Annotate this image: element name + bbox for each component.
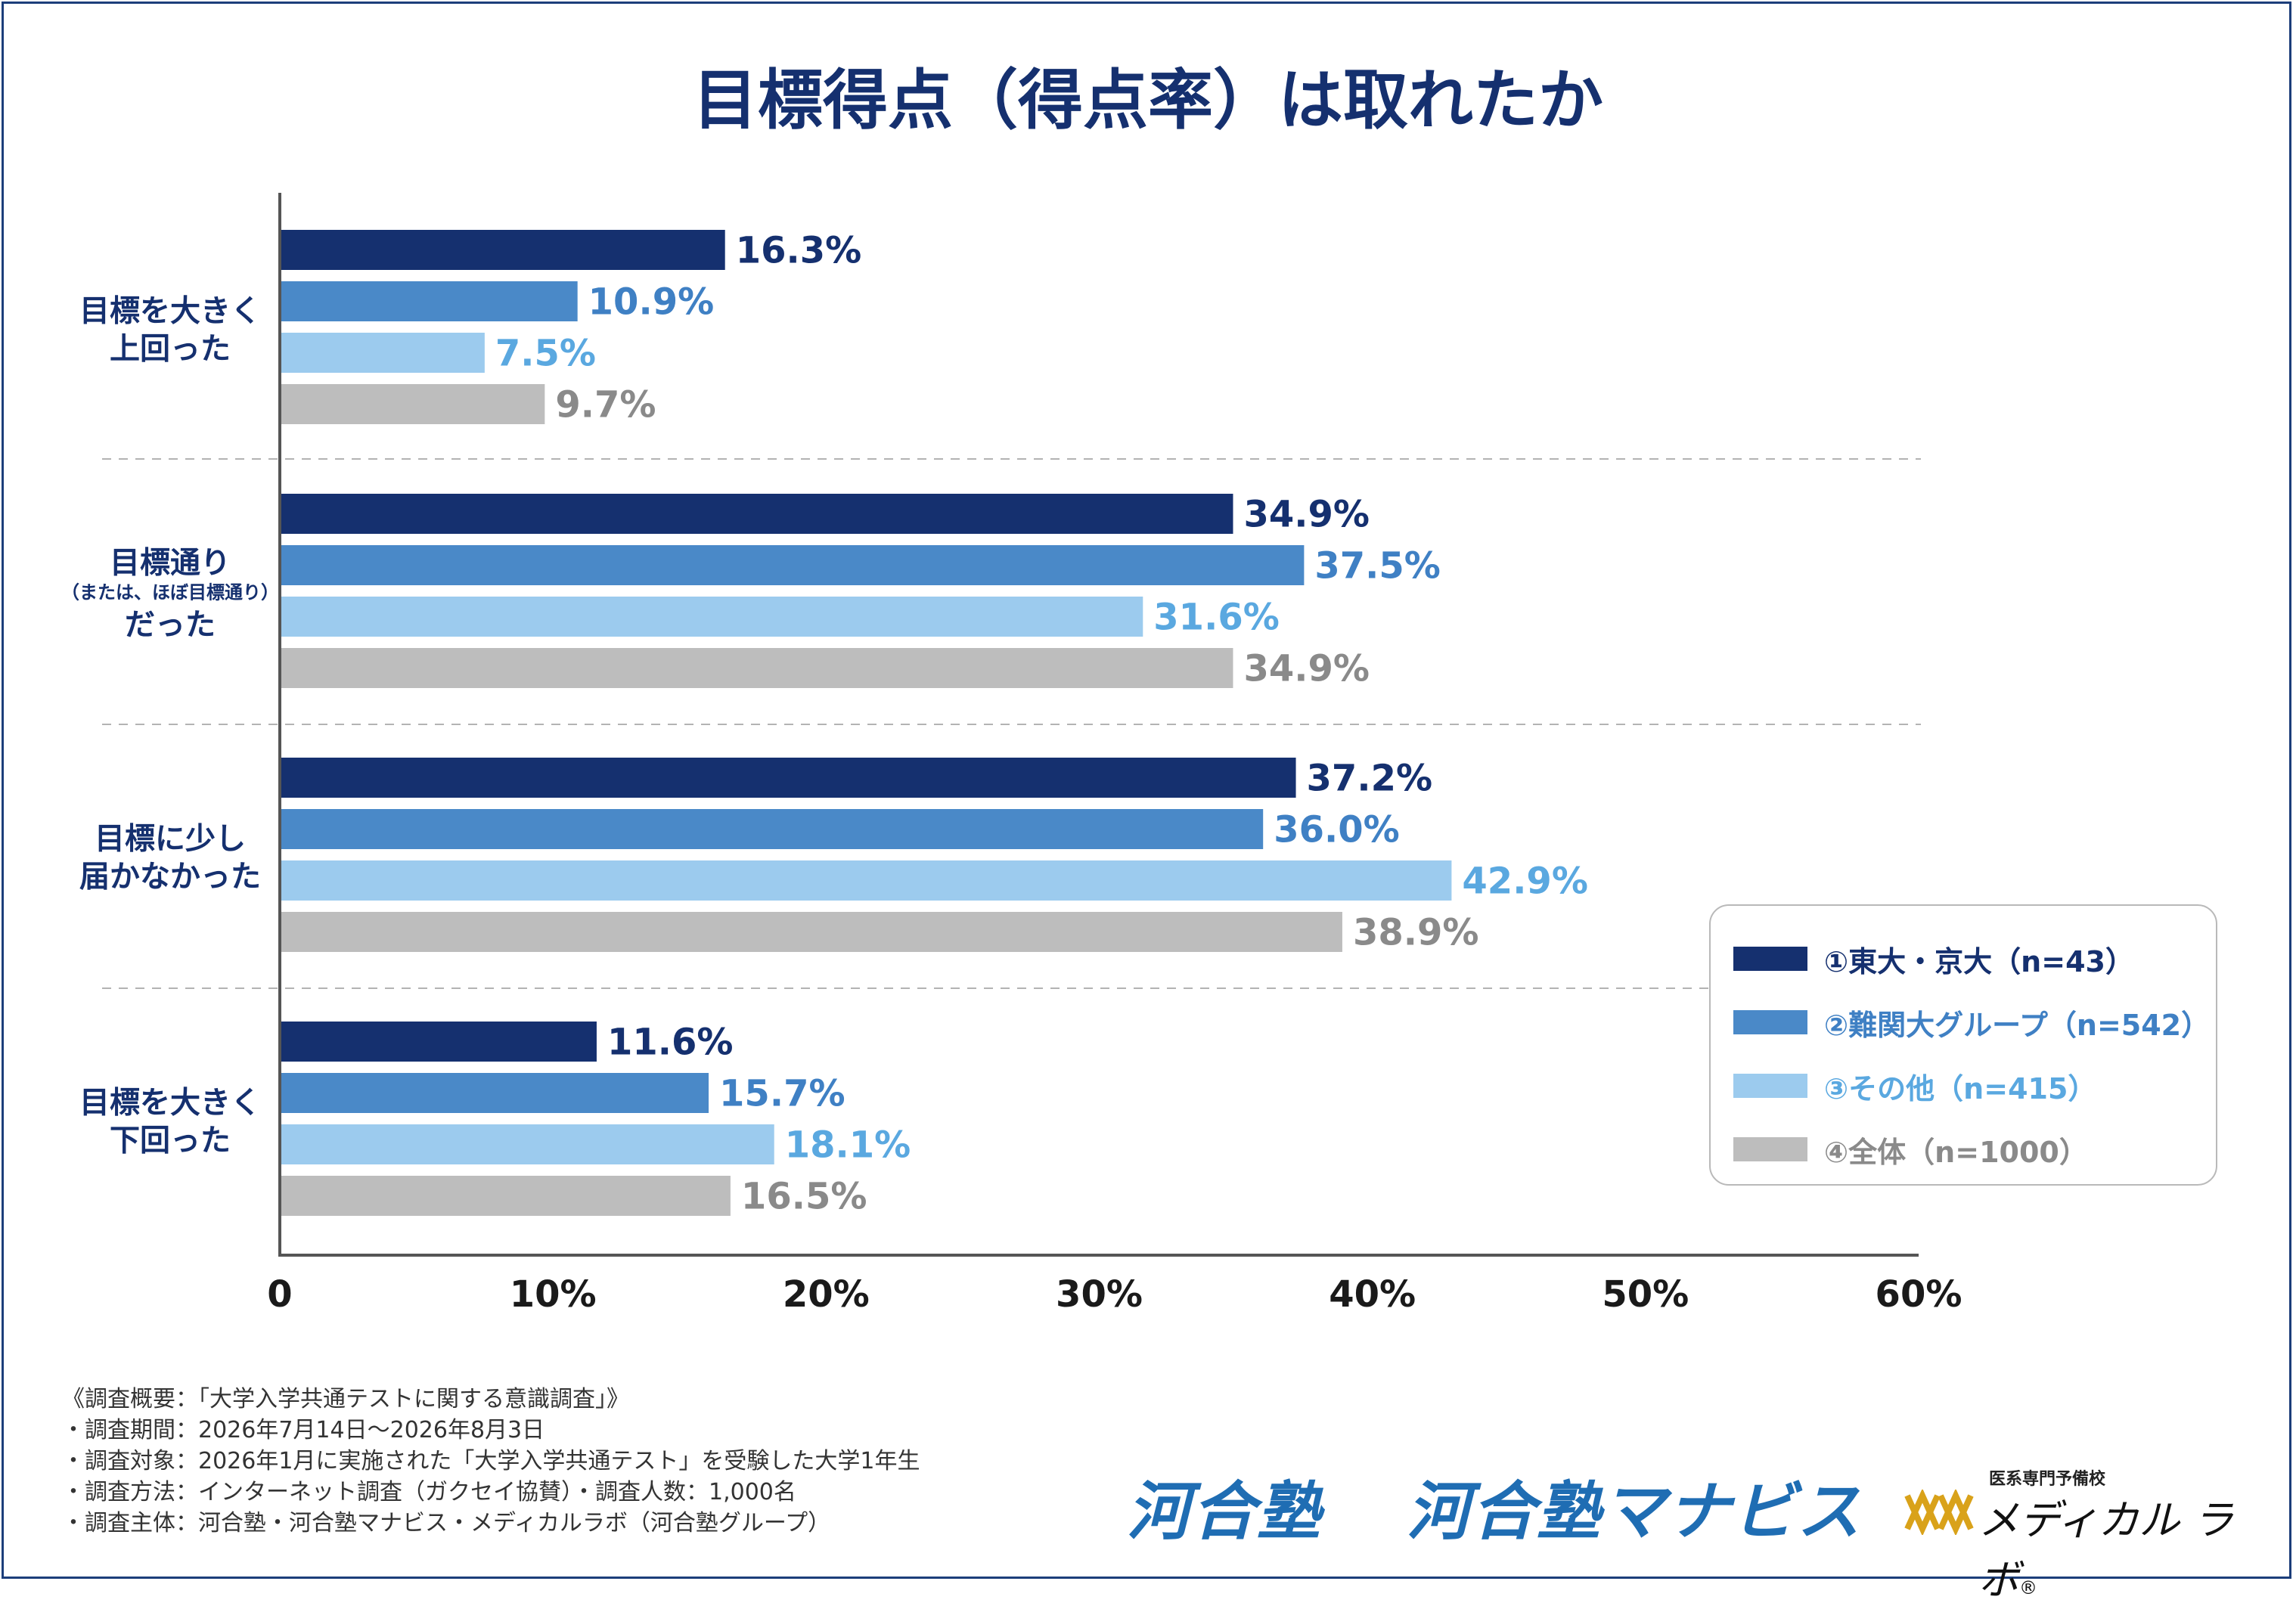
- legend-item: ③その他（n=415）: [1733, 1071, 2096, 1105]
- category-label: 目標通り: [110, 546, 231, 581]
- medical-labo-logo: 医系専門予備校 メディカル ラボ®: [1898, 1461, 2246, 1604]
- legend-swatch: [1733, 947, 1807, 971]
- x-tick-label: 30%: [1056, 1273, 1143, 1316]
- legend-swatch: [1733, 1010, 1807, 1034]
- bar-4-4: [280, 1176, 731, 1216]
- data-label: 16.3%: [736, 230, 862, 272]
- legend-label: ②難関大グループ（n=542）: [1824, 1008, 2211, 1042]
- survey-note-line: ・調査対象：2026年1月に実施された「大学入学共通テスト」を受験した大学1年生: [62, 1448, 920, 1474]
- bar-1-1: [280, 230, 725, 270]
- medical-labo-wordmark: メディカル ラボ: [1978, 1496, 2234, 1604]
- data-label: 7.5%: [495, 333, 596, 375]
- bar-3-2: [280, 597, 1143, 637]
- x-tick-label: 60%: [1876, 1273, 1962, 1316]
- data-label: 38.9%: [1353, 912, 1479, 954]
- data-label: 42.9%: [1462, 860, 1588, 903]
- legend-swatch: [1733, 1137, 1807, 1161]
- data-label: 37.2%: [1307, 758, 1433, 800]
- x-tick-label: 40%: [1329, 1273, 1416, 1316]
- data-label: 31.6%: [1153, 597, 1280, 639]
- bar-3-3: [280, 860, 1452, 901]
- bar-1-3: [280, 758, 1296, 798]
- data-label: 11.6%: [607, 1022, 734, 1064]
- logo-bar: 河合塾 河合塾マナビス 医系専門予備校 メディカル ラボ®: [1127, 1461, 2246, 1604]
- bar-1-4: [280, 1022, 597, 1062]
- bar-4-3: [280, 912, 1342, 952]
- legend-label: ③その他（n=415）: [1824, 1071, 2097, 1105]
- survey-notes: 《調査概要：「大学入学共通テストに関する意識調査」》 ・調査期間：2026年7月…: [62, 1384, 920, 1539]
- bar-2-3: [280, 809, 1264, 849]
- x-tick-label: 0: [267, 1273, 292, 1316]
- bar-3-4: [280, 1124, 774, 1164]
- data-label: 10.9%: [588, 281, 715, 324]
- chart-title: 目標得点（得点率）は取れたか: [693, 63, 1603, 138]
- data-label: 9.7%: [555, 384, 656, 426]
- category-label: 上回った: [110, 332, 231, 367]
- data-label: 16.5%: [741, 1176, 867, 1218]
- chart-frame: [2, 2, 2291, 1579]
- x-tick-label: 20%: [783, 1273, 870, 1316]
- data-label: 15.7%: [719, 1073, 845, 1115]
- data-label: 34.9%: [1243, 494, 1370, 536]
- medical-labo-subtitle: 医系専門予備校: [1989, 1470, 2106, 1489]
- bar-3-1: [280, 333, 485, 373]
- bar-2-2: [280, 545, 1305, 585]
- medical-labo-emblem-icon: [1904, 1490, 1974, 1535]
- legend-item: ②難関大グループ（n=542）: [1733, 1007, 2210, 1042]
- bar-2-1: [280, 281, 578, 321]
- bar-4-2: [280, 648, 1233, 688]
- legend-item: ④全体（n=1000）: [1733, 1134, 2088, 1169]
- registered-mark: ®: [2019, 1577, 2037, 1598]
- survey-note-line: 《調査概要：「大学入学共通テストに関する意識調査」》: [62, 1386, 629, 1412]
- data-label: 37.5%: [1314, 545, 1441, 588]
- bar-2-4: [280, 1073, 709, 1113]
- medical-labo-name: メディカル ラボ®: [1978, 1487, 2246, 1606]
- x-tick-label: 10%: [510, 1273, 597, 1316]
- category-label: 目標を大きく: [79, 294, 261, 329]
- legend-label: ④全体（n=1000）: [1824, 1135, 2088, 1169]
- category-label: 届かなかった: [79, 860, 261, 894]
- data-label: 18.1%: [785, 1124, 911, 1167]
- data-label: 36.0%: [1274, 809, 1400, 851]
- kawaijuku-logo: 河合塾: [1127, 1474, 1323, 1549]
- bar-chart: 16.3% 34.9% 37.2% 11.6% 10.9% 37.5% 36.0% 15.7%…: [61, 193, 1962, 1316]
- bar-4-1: [280, 384, 545, 424]
- bar-1-2: [280, 494, 1233, 534]
- data-label: 34.9%: [1243, 648, 1370, 690]
- manabis-logo: 河合塾マナビス: [1407, 1474, 1863, 1549]
- survey-note-line: ・調査方法：インターネット調査（ガクセイ協賛）・調査人数：1,000名: [62, 1479, 796, 1505]
- legend: ①東大・京大（n=43） ②難関大グループ（n=542） ③その他（n=415） ④全…: [1709, 904, 2217, 1186]
- legend-label: ①東大・京大（n=43）: [1824, 944, 2134, 978]
- legend-swatch: [1733, 1074, 1807, 1098]
- survey-note-line: ・調査期間：2026年7月14日～2026年8月3日: [62, 1417, 545, 1443]
- category-label: （または、ほぼ目標通り）: [61, 582, 279, 603]
- legend-item: ①東大・京大（n=43）: [1733, 944, 2134, 978]
- category-label: 目標を大きく: [79, 1086, 261, 1121]
- x-tick-label: 50%: [1602, 1273, 1689, 1316]
- category-label: 下回った: [110, 1124, 231, 1158]
- survey-note-line: ・調査主体：河合塾・河合塾マナビス・メディカルラボ（河合塾グループ）: [62, 1510, 831, 1536]
- category-label: 目標に少し: [95, 822, 246, 857]
- category-label: だった: [125, 608, 216, 643]
